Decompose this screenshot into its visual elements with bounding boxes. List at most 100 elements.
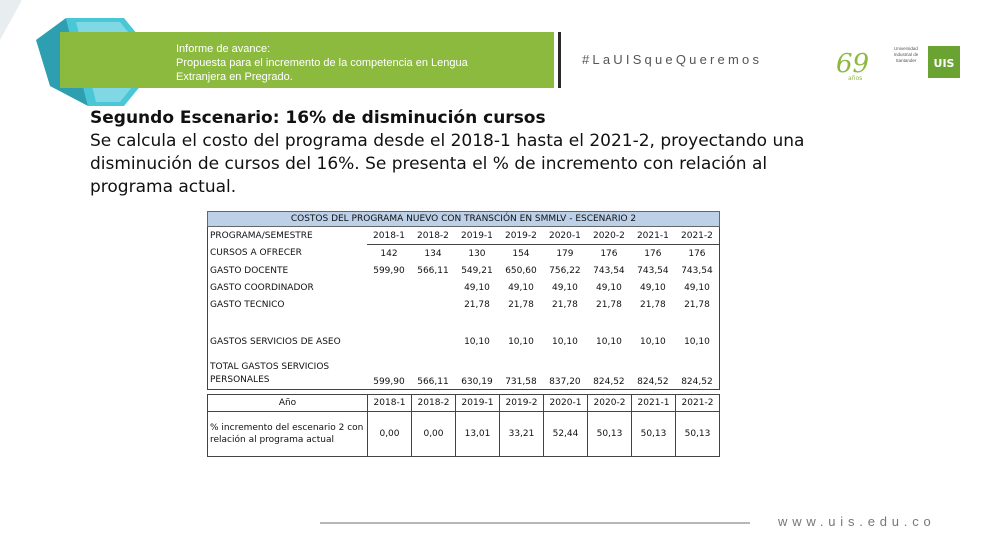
costs-table-title: COSTOS DEL PROGRAMA NUEVO CON TRANSCIÓN … <box>207 211 720 227</box>
cell <box>367 279 411 296</box>
cell: 650,60 <box>505 265 537 276</box>
cell: 49,10 <box>552 282 578 293</box>
hashtag: #LaUISqueQueremos <box>582 52 763 67</box>
semester-header: 2019-2 <box>498 226 543 245</box>
cell: 21,78 <box>464 299 490 310</box>
cell: 130 <box>468 248 486 259</box>
cell <box>411 296 455 313</box>
svg-text:UIS: UIS <box>934 57 955 70</box>
semester-header: 2019-1 <box>454 226 499 245</box>
semester-header: 2018-2 <box>411 394 456 412</box>
cell: 549,21 <box>461 265 493 276</box>
table-row: GASTO COORDINADOR 49,10 49,10 49,10 49,1… <box>207 279 720 296</box>
year-label: Año <box>207 394 368 412</box>
row-label: GASTOS SERVICIOS DE ASEO <box>207 313 367 347</box>
cell: 49,10 <box>596 282 622 293</box>
cell: 10,10 <box>596 337 622 347</box>
table-row: % incremento del escenario 2 con relació… <box>207 411 720 457</box>
description-line: Se calcula el costo del programa desde e… <box>90 131 805 151</box>
description-line: programa actual. <box>90 177 237 197</box>
cell: 10,10 <box>552 337 578 347</box>
cell: 10,10 <box>640 337 666 347</box>
svg-text:69: 69 <box>836 49 869 79</box>
cell: 13,01 <box>455 411 500 457</box>
cell: 837,20 <box>542 347 587 390</box>
semester-header: 2021-2 <box>675 394 720 412</box>
semester-header: 2021-1 <box>631 394 676 412</box>
semester-header: 2018-2 <box>410 226 455 245</box>
semester-header: 2020-1 <box>542 226 587 245</box>
row-label: GASTO COORDINADOR <box>207 279 367 296</box>
cell <box>367 313 411 347</box>
table-row: GASTO DOCENTE 599,90 566,11 549,21 650,6… <box>207 262 720 279</box>
semester-header: 2019-2 <box>499 394 544 412</box>
semester-header: 2020-2 <box>587 394 632 412</box>
increment-table: Año 2018-1 2018-2 2019-1 2019-2 2020-1 2… <box>207 394 720 457</box>
table-row: Año 2018-1 2018-2 2019-1 2019-2 2020-1 2… <box>207 394 720 412</box>
cell: 566,11 <box>417 265 449 276</box>
cell: 824,52 <box>674 347 720 390</box>
cell: 599,90 <box>367 347 411 390</box>
cell: 743,54 <box>674 262 720 279</box>
cell: 21,78 <box>508 299 534 310</box>
cell: 176 <box>674 244 720 262</box>
cell: 154 <box>512 248 530 259</box>
university-name: Universidad Industrial de Santander <box>893 46 919 63</box>
row-label: CURSOS A OFRECER <box>207 244 367 262</box>
report-line: Informe de avance: <box>176 43 271 55</box>
cell: 743,54 <box>637 265 669 276</box>
semester-header: 2018-1 <box>367 226 411 245</box>
svg-text:años: años <box>848 75 862 82</box>
costs-header-label: PROGRAMA/SEMESTRE <box>207 226 367 245</box>
scenario-description: Se calcula el costo del programa desde e… <box>90 130 910 199</box>
header-green-bar <box>60 32 554 88</box>
cell: 176 <box>644 248 662 259</box>
header-divider <box>558 32 561 88</box>
cell: 49,10 <box>464 282 490 293</box>
cell: 743,54 <box>593 265 625 276</box>
semester-header: 2018-1 <box>367 394 412 412</box>
cell: 21,78 <box>640 299 666 310</box>
cell: 731,58 <box>498 347 543 390</box>
cell: 756,22 <box>549 265 581 276</box>
cell: 21,78 <box>552 299 578 310</box>
cell: 134 <box>424 248 442 259</box>
cell: 10,10 <box>464 337 490 347</box>
slide-header: Informe de avance: Propuesta para el inc… <box>0 0 992 110</box>
semester-header: 2020-2 <box>586 226 631 245</box>
cell: 566,11 <box>410 347 455 390</box>
increment-row-label: % incremento del escenario 2 con relació… <box>207 411 368 457</box>
cell: 52,44 <box>543 411 588 457</box>
scenario-heading: Segundo Escenario: 16% de disminución cu… <box>90 108 546 128</box>
cell: 21,78 <box>596 299 622 310</box>
row-label: GASTO DOCENTE <box>207 262 367 279</box>
cell: 33,21 <box>499 411 544 457</box>
report-line: Extranjera en Pregrado. <box>176 71 293 83</box>
cell: 49,10 <box>640 282 666 293</box>
table-row: CURSOS A OFRECER 142 134 130 154 179 176… <box>207 244 720 262</box>
uis-logo: UIS <box>928 46 960 78</box>
cell: 176 <box>600 248 618 259</box>
cell <box>411 313 455 347</box>
table-row: GASTO TECNICO 21,78 21,78 21,78 21,78 21… <box>207 296 720 313</box>
cell: 824,52 <box>630 347 675 390</box>
costs-table: COSTOS DEL PROGRAMA NUEVO CON TRANSCIÓN … <box>207 211 720 390</box>
cell: 0,00 <box>411 411 456 457</box>
cell: 10,10 <box>508 337 534 347</box>
cell: 630,19 <box>454 347 499 390</box>
footer-divider <box>320 522 750 524</box>
cell <box>367 296 411 313</box>
footer-url[interactable]: www.uis.edu.co <box>778 514 936 529</box>
cell: 50,13 <box>675 411 720 457</box>
row-label: GASTO TECNICO <box>207 296 367 313</box>
cell: 824,52 <box>586 347 631 390</box>
cell: 49,10 <box>508 282 534 293</box>
anniversary-69-logo: 69 años <box>836 49 869 82</box>
cell: 142 <box>380 248 398 259</box>
cell: 50,13 <box>631 411 676 457</box>
report-title: Informe de avance: Propuesta para el inc… <box>176 42 556 84</box>
cell: 179 <box>556 248 574 259</box>
cell: 10,10 <box>674 313 720 347</box>
table-row: TOTAL GASTOS SERVICIOS PERSONALES 599,90… <box>207 347 720 390</box>
cell: 21,78 <box>674 296 720 313</box>
